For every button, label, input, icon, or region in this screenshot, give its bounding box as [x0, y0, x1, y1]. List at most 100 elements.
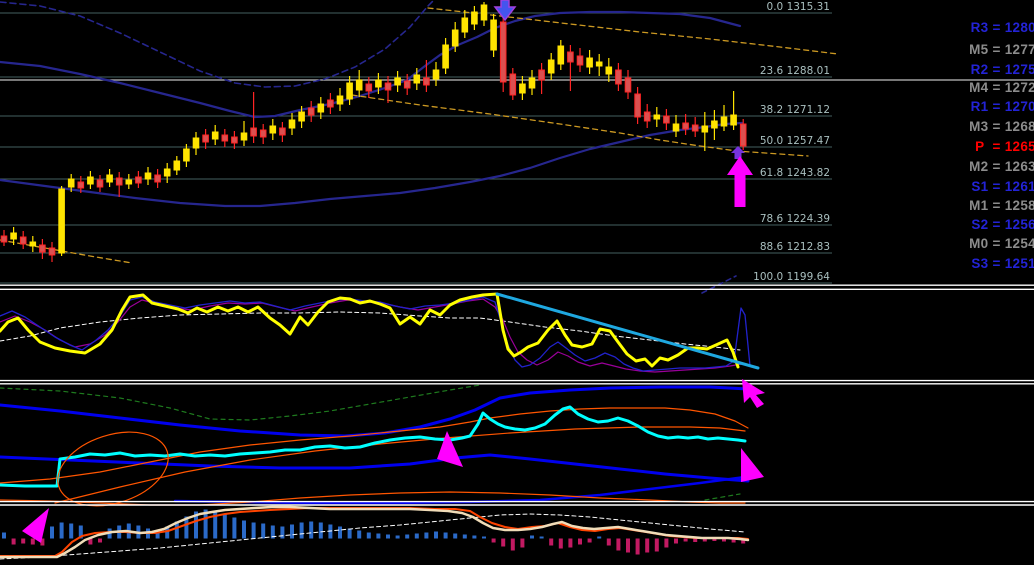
candle-bullish [183, 148, 190, 162]
candle-bullish [269, 125, 277, 134]
histogram-bar-up [462, 534, 467, 539]
histogram-bar-up [213, 511, 218, 539]
candle-bearish [567, 51, 574, 63]
candle-bullish [163, 168, 171, 177]
up-arrow-big-magenta [727, 156, 753, 207]
ma-slow-navy [0, 121, 744, 208]
candle-bullish [461, 17, 469, 33]
candle-bearish [279, 127, 286, 136]
candle-bearish [259, 129, 267, 138]
oscillator-yellow-line [0, 292, 740, 369]
candle-bearish [135, 176, 142, 184]
candle-bearish [663, 115, 670, 124]
histogram-bar-down [702, 538, 707, 542]
candle-bullish [106, 174, 113, 183]
candle-bullish [87, 176, 94, 185]
candle-bearish [0, 235, 8, 243]
histogram-bar-up [597, 536, 602, 539]
macd-white-dashed [0, 513, 746, 560]
histogram-bar-up [443, 532, 448, 539]
histogram-bar-down [664, 538, 669, 548]
candle-bullish [586, 57, 593, 68]
fib-label: 23.6 1288.01 [760, 65, 830, 77]
ma-fast-navy [0, 10, 742, 119]
candle-bullish [432, 69, 440, 80]
histogram-bar-up [338, 526, 342, 539]
fib-label: 61.8 1243.82 [760, 167, 830, 179]
candle-bearish [202, 134, 209, 143]
candle-bullish [557, 45, 565, 65]
histogram-bar-down [501, 538, 506, 547]
histogram-bar-up [453, 533, 458, 539]
triangle-annotation-bottom-left [22, 508, 49, 543]
envelope-mid-orange-dashed [351, 94, 809, 157]
candle-bullish [336, 95, 344, 105]
lower-band-navy-dashed [701, 275, 737, 294]
fib-label: 100.0 1199.64 [753, 271, 830, 283]
candle-bearish [115, 177, 123, 186]
histogram-bar-up [232, 517, 237, 539]
histogram-bar-up [165, 526, 170, 539]
candle-bearish [423, 77, 430, 86]
histogram-bar-up [69, 523, 74, 539]
histogram-bar-up [309, 521, 314, 539]
candle-bullish [125, 179, 133, 185]
candle-bearish [77, 181, 85, 189]
histogram-bar-down [558, 538, 563, 549]
histogram-bar-down [88, 538, 93, 545]
candle-bullish [375, 79, 382, 88]
tdi-upper-band-blue [0, 385, 750, 438]
histogram-bar-up [530, 535, 534, 539]
candle-bullish [211, 131, 219, 140]
histogram-bar-up [395, 535, 400, 539]
candle-bearish [682, 122, 689, 130]
upper-band-navy-dashed [0, 0, 435, 88]
candle-bearish [739, 123, 747, 147]
candle-bullish [451, 29, 459, 47]
candle-bullish [720, 116, 728, 127]
histogram-bar-down [693, 538, 698, 542]
histogram-bar-up [405, 534, 410, 539]
histogram-bar-down [645, 538, 650, 553]
candle-bullish [394, 77, 401, 86]
histogram-bar-down [11, 538, 16, 545]
candle-bearish [39, 244, 46, 253]
candle-bearish [250, 127, 257, 137]
histogram-bar-down [731, 538, 736, 543]
histogram-bar-up [366, 532, 371, 539]
histogram-bar-down [722, 538, 726, 542]
candle-bullish [672, 123, 680, 132]
histogram-bar-down [635, 538, 640, 555]
histogram-bar-up [50, 526, 54, 539]
candle-bullish [240, 132, 248, 141]
candle-bullish [288, 119, 296, 129]
candle-bullish [346, 82, 353, 100]
histogram-bar-up [347, 528, 352, 539]
candle-bullish [701, 125, 709, 133]
candle-bullish [605, 66, 613, 75]
candle-bearish [576, 55, 584, 66]
histogram-bar-up [357, 530, 362, 539]
histogram-bar-down [491, 538, 496, 543]
histogram-bar-down [626, 538, 630, 553]
histogram-bar-up [290, 524, 294, 539]
histogram-bar-up [59, 522, 64, 539]
histogram-bar-up [539, 536, 544, 539]
histogram-bar-down [578, 538, 582, 545]
tdi-green-dashed [0, 384, 481, 421]
fib-label: 50.0 1257.47 [760, 135, 830, 147]
candle-bearish [231, 136, 238, 144]
histogram-bar-up [194, 511, 198, 539]
histogram-bar-up [434, 531, 438, 539]
histogram-bar-up [251, 522, 256, 539]
histogram-bar-down [30, 538, 35, 545]
candle-bearish [327, 99, 334, 108]
histogram-bar-down [21, 538, 26, 544]
histogram-bar-up [386, 534, 390, 539]
histogram-bar-down [606, 538, 611, 546]
macd-main-cream [0, 505, 750, 559]
candle-bullish [67, 178, 75, 188]
histogram-bar-up [261, 523, 266, 539]
candle-bullish [355, 79, 363, 91]
